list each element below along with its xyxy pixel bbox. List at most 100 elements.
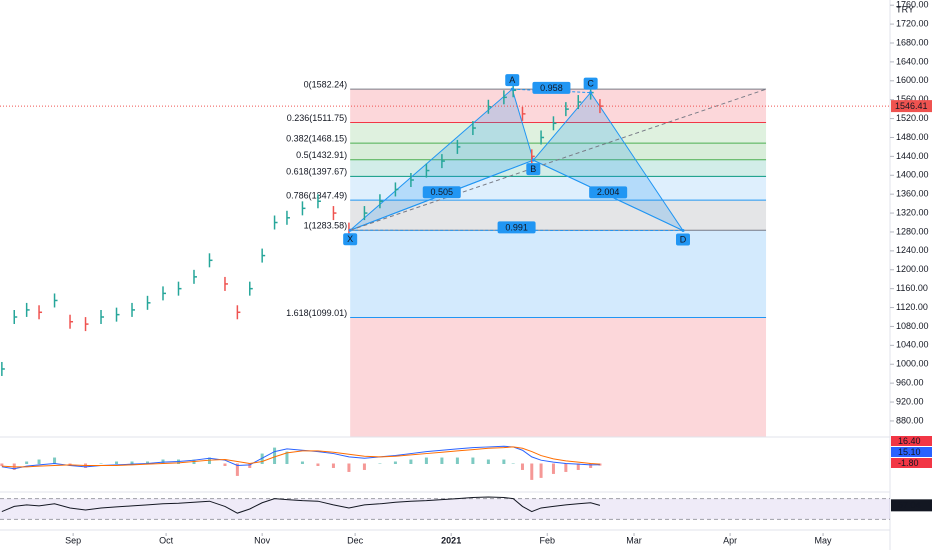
macd-hist: [362, 463, 366, 470]
pattern-point: [589, 91, 593, 95]
fib-band: [350, 317, 767, 437]
fib-label: 0.618(1397.67): [286, 167, 347, 177]
macd-hist: [207, 457, 211, 464]
fib-band: [350, 200, 767, 231]
ratio-label-bg: [497, 221, 536, 234]
y-tick-label: 1400.00: [896, 170, 929, 180]
pattern-label-bg: [343, 233, 358, 246]
x-tick-label: Oct: [159, 535, 174, 545]
trend-line: [350, 88, 767, 231]
y-tick-label: 1640.00: [896, 56, 929, 66]
macd-hist: [409, 459, 413, 464]
y-tick-label: 1240.00: [896, 245, 929, 255]
fib-label: 0.5(1432.91): [296, 150, 347, 160]
y-tick-label: 1760.00: [896, 0, 929, 10]
macd-hist: [223, 463, 227, 466]
pattern-label-bg: [526, 163, 541, 176]
currency: TRY: [896, 4, 914, 14]
macd-hist: [502, 459, 506, 464]
macd-hist: [300, 461, 304, 464]
rsi-line: [1, 496, 601, 514]
y-tick-label: 1040.00: [896, 340, 929, 350]
pattern-point: [348, 228, 352, 232]
ratio-label: 0.991: [505, 222, 528, 232]
pattern-label: C: [587, 78, 594, 88]
fib-label: 0.236(1511.75): [287, 113, 347, 123]
macd-label: 15.10: [898, 447, 921, 457]
macd-hist: [273, 447, 277, 464]
y-tick-label: 920.00: [896, 396, 924, 406]
macd-hist: [0, 463, 4, 466]
ratio-label-bg: [589, 186, 628, 199]
macd-hist: [260, 453, 264, 464]
y-tick-label: 1160.00: [896, 283, 928, 293]
y-tick-label: 1520.00: [896, 113, 929, 123]
y-tick-label: 1560.00: [896, 94, 929, 104]
macd-hist: [248, 463, 252, 468]
pattern-label: D: [680, 234, 687, 244]
ratio-label-bg: [532, 81, 571, 94]
y-tick-label: 1440.00: [896, 151, 929, 161]
macd-hist: [551, 463, 555, 474]
pattern-point: [510, 87, 514, 91]
y-tick-label: 1320.00: [896, 207, 929, 217]
fib-label: 0(1582.24): [304, 80, 348, 90]
macd-hist: [285, 451, 289, 464]
macd-hist: [576, 463, 580, 470]
y-tick-label: 1360.00: [896, 189, 929, 199]
macd-hist: [53, 457, 57, 464]
macd-hist: [316, 463, 320, 466]
pattern-point: [531, 158, 535, 162]
fib-label: 0.382(1468.15): [286, 133, 347, 143]
fib-band: [350, 230, 767, 318]
macd-hist: [440, 457, 444, 464]
macd-hist: [486, 459, 490, 464]
pattern-point: [681, 229, 685, 233]
macd-label-bg: [891, 447, 932, 457]
fib-label: 0.786(1347.49): [286, 190, 347, 200]
fib-label: 1.618(1099.01): [286, 308, 347, 318]
macd-hist: [424, 457, 428, 464]
x-tick-label: Mar: [626, 535, 642, 545]
y-tick-label: 880.00: [896, 415, 924, 425]
macd-hist: [115, 461, 119, 464]
macd-hist: [564, 463, 568, 472]
fib-band: [350, 143, 767, 160]
y-tick-label: 1720.00: [896, 18, 929, 28]
pattern-leg: [512, 88, 591, 94]
macd-hist: [25, 461, 29, 464]
macd-hist: [539, 463, 543, 478]
macd-hist: [598, 463, 602, 466]
macd-hist: [235, 463, 239, 476]
macd-hist: [471, 457, 475, 464]
macd-label-bg: [891, 436, 932, 446]
x-tick-label: May: [815, 535, 833, 545]
y-tick-label: 1480.00: [896, 132, 929, 142]
macd-hist: [520, 463, 524, 470]
y-tick-label: 960.00: [896, 378, 924, 388]
fib-label: 1(1283.58): [304, 221, 348, 231]
y-tick-label: 1200.00: [896, 264, 929, 274]
y-tick-label: 1000.00: [896, 359, 929, 369]
macd-hist: [530, 463, 534, 480]
y-tick-label: 1280.00: [896, 226, 929, 236]
macd-hist: [378, 463, 382, 464]
x-tick-label: Sep: [65, 535, 81, 545]
macd-hist: [589, 463, 593, 468]
ratio-label: 2.004: [597, 187, 620, 197]
macd-label-bg: [891, 458, 932, 468]
x-tick-label: Dec: [347, 535, 364, 545]
pattern-label-bg: [675, 233, 690, 246]
ratio-label: 0.958: [540, 83, 563, 93]
macd-hist: [393, 461, 397, 464]
ratio-label-bg: [422, 186, 461, 199]
x-tick-label: 2021: [441, 535, 461, 545]
rsi-band: [0, 498, 890, 520]
rsi-label: 57.04: [898, 500, 921, 510]
main-plot: 0(1582.24) 0.236(1511.75) 0.382(1468.15) 0.…: [0, 74, 890, 437]
macd-hist: [455, 457, 459, 464]
ratio-label: 0.505: [430, 187, 453, 197]
pattern-label: B: [530, 164, 536, 174]
